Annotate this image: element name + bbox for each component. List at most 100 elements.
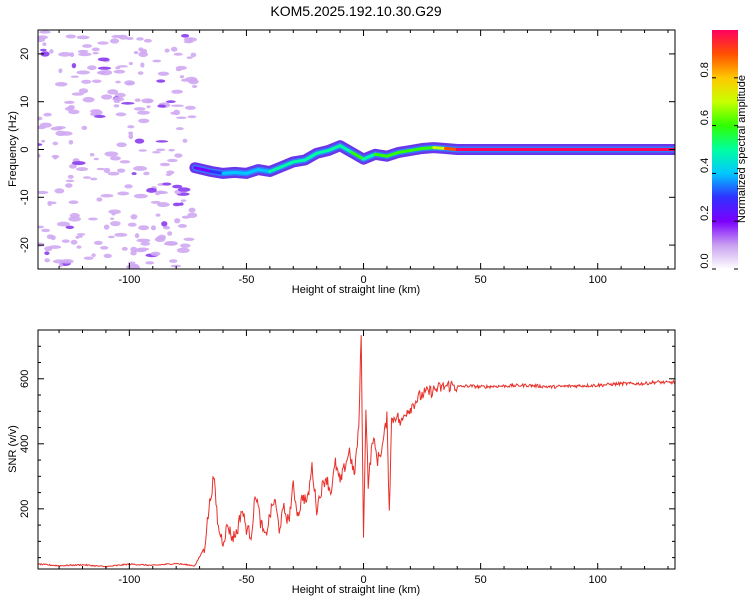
noise-blob xyxy=(76,245,82,249)
y-tick-label: 200 xyxy=(19,500,31,518)
noise-blob xyxy=(155,213,161,217)
noise-blob xyxy=(38,116,43,121)
noise-blob xyxy=(116,65,128,68)
noise-blob xyxy=(82,176,92,179)
noise-blob xyxy=(58,52,72,57)
noise-blob xyxy=(138,118,150,124)
noise-blob xyxy=(133,265,141,269)
noise-blob xyxy=(87,65,97,71)
noise-blob xyxy=(99,246,109,250)
noise-blob xyxy=(159,162,171,167)
noise-blob xyxy=(181,215,191,219)
noise-blob xyxy=(187,115,197,119)
noise-blob xyxy=(46,234,54,240)
noise-blob xyxy=(53,155,58,160)
noise-blob xyxy=(88,217,98,221)
ridge-segment xyxy=(408,147,424,152)
noise-blob xyxy=(172,202,181,207)
noise-blob xyxy=(38,35,49,40)
ridge-segment xyxy=(373,152,389,158)
noise-blob xyxy=(68,216,82,222)
spectrogram-x-axis-label: Height of straight line (km) xyxy=(292,284,420,296)
x-tick-label: -100 xyxy=(118,274,140,286)
noise-blob xyxy=(128,133,134,140)
noise-blob xyxy=(103,253,112,259)
ridge-segment xyxy=(193,166,213,173)
noise-blob xyxy=(133,107,146,111)
noise-blob xyxy=(172,184,183,189)
noise-blob xyxy=(165,100,176,103)
noise-blob xyxy=(146,105,151,109)
noise-blob xyxy=(109,156,121,161)
noise-blob xyxy=(175,127,184,131)
noise-blob xyxy=(141,98,154,104)
noise-blob xyxy=(125,36,134,40)
noise-blob xyxy=(97,41,109,45)
ridge-segment xyxy=(268,165,284,173)
noise-blob xyxy=(94,114,106,119)
noise-blob xyxy=(116,168,126,173)
noise-blob xyxy=(121,102,135,105)
colorbar: 0.0 0.2 0.4 0.6 0.8 Normalized spectral ampl… xyxy=(699,30,748,270)
ridge-segment xyxy=(350,150,366,161)
noise-blob xyxy=(107,89,119,95)
noise-blob xyxy=(119,160,131,164)
noise-blob xyxy=(150,200,161,204)
noise-blob xyxy=(150,251,161,256)
noise-blob xyxy=(131,172,137,176)
noise-blob xyxy=(182,138,188,143)
spectrogram-x-ticks: -100 -50 0 50 100 xyxy=(58,30,669,286)
y-tick-label: 0 xyxy=(19,146,31,152)
signal-ridge xyxy=(189,140,675,179)
noise-blob xyxy=(76,35,90,40)
noise-blob xyxy=(168,148,175,152)
noise-blob xyxy=(78,88,89,94)
noise-blob xyxy=(128,261,136,265)
noise-blob xyxy=(92,51,99,55)
noise-blob xyxy=(127,82,135,85)
noise-blob xyxy=(156,79,166,83)
noise-blob xyxy=(38,190,49,195)
noise-blob xyxy=(90,177,98,181)
noise-blob xyxy=(97,57,110,62)
noise-blob xyxy=(173,109,181,116)
colorbar-tick-label: 0.6 xyxy=(699,110,711,125)
noise-blob xyxy=(65,183,73,188)
noise-blob xyxy=(140,241,151,246)
noise-blob xyxy=(109,220,121,227)
noise-blob xyxy=(71,161,86,166)
noise-blob xyxy=(188,79,196,83)
noise-blob xyxy=(44,258,50,263)
ridge-segment xyxy=(244,168,260,175)
noise-blob xyxy=(58,262,64,268)
noise-blob xyxy=(113,104,120,108)
noise-blob xyxy=(167,158,178,163)
noise-blob xyxy=(176,247,190,254)
noise-blob xyxy=(50,201,57,205)
noise-blob xyxy=(163,225,171,230)
ridge-segment xyxy=(303,151,319,162)
snr-y-ticks: 200 400 600 xyxy=(19,345,675,559)
noise-blob xyxy=(108,235,115,239)
ridge-segment xyxy=(338,144,354,154)
noise-blob xyxy=(164,240,178,246)
noise-blob xyxy=(183,237,195,241)
ridge-segment xyxy=(362,152,377,161)
noise-blob xyxy=(156,236,161,241)
noise-blob xyxy=(98,69,113,76)
noise-blob xyxy=(55,82,68,87)
noise-blob xyxy=(71,63,77,69)
noise-blob xyxy=(138,225,150,231)
snr-panel: -100 -50 0 50 100 200 400 600 Height of straig… xyxy=(7,329,676,596)
snr-x-axis-label: Height of straight line (km) xyxy=(292,584,420,596)
noise-blob xyxy=(190,52,197,58)
noise-blob xyxy=(116,142,127,148)
noise-blob xyxy=(162,182,172,186)
noise-blob xyxy=(171,89,184,94)
noise-blob xyxy=(180,243,191,248)
noise-blob xyxy=(40,51,50,57)
noise-blob xyxy=(103,167,111,174)
ridge-segment xyxy=(443,147,459,151)
ridge-segment xyxy=(256,168,272,173)
